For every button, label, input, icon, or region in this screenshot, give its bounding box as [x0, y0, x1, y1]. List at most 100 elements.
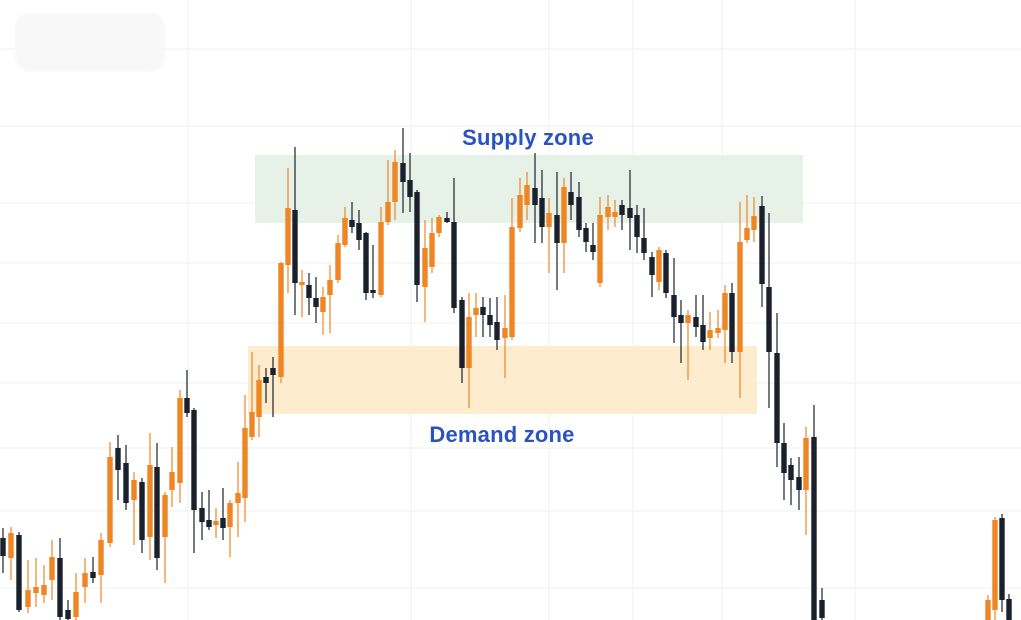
demand-zone-area	[248, 346, 757, 414]
candle-body	[737, 242, 743, 352]
candle-body	[546, 213, 552, 227]
candle-body	[473, 308, 479, 315]
candle-body	[641, 238, 647, 253]
candle-body	[363, 233, 369, 293]
candle-body	[459, 300, 465, 368]
candle-body	[49, 557, 55, 580]
candle-body	[422, 248, 428, 287]
candle-body	[8, 533, 14, 558]
candle-body	[597, 215, 603, 283]
candle-body	[819, 600, 825, 618]
demand-zone-label: Demand zone	[429, 422, 575, 447]
candle-body	[90, 572, 96, 578]
candle-body	[539, 198, 545, 227]
candle-body	[480, 307, 486, 315]
candle-body	[999, 518, 1005, 600]
candle-body	[370, 290, 376, 293]
candle-body	[494, 322, 500, 340]
candle-body	[356, 223, 362, 240]
candle-body	[33, 587, 39, 593]
watermark-logo-blur	[15, 13, 165, 71]
candle-body	[407, 180, 413, 197]
candle-body	[392, 162, 398, 202]
candle-body	[199, 508, 205, 522]
candle-body	[41, 585, 47, 595]
candle-body	[759, 206, 765, 284]
candle-body	[1006, 599, 1012, 620]
candle-body	[781, 443, 787, 473]
candle-body	[796, 477, 802, 490]
candle-body	[400, 163, 406, 182]
candle-body	[342, 218, 348, 245]
candle-body	[751, 216, 757, 230]
candle-body	[263, 377, 269, 383]
candle-body	[65, 610, 71, 619]
candle-body	[487, 315, 493, 325]
candle-body	[700, 325, 706, 342]
candle-body	[722, 293, 728, 330]
candle-body	[16, 535, 22, 610]
candle-body	[729, 293, 735, 352]
candle-body	[213, 521, 219, 525]
candle-body	[123, 463, 129, 503]
candle-body	[671, 295, 677, 317]
candle-body	[811, 437, 817, 620]
candle-body	[184, 398, 190, 413]
candle-body	[191, 410, 197, 510]
candle-body	[693, 317, 699, 327]
candle-body	[327, 280, 333, 295]
candle-body	[25, 590, 31, 607]
candle-body	[57, 558, 63, 617]
candle-body	[82, 573, 88, 587]
candle-body	[568, 192, 574, 205]
candle-body	[663, 253, 669, 293]
candle-body	[451, 222, 457, 308]
candle-body	[378, 222, 384, 295]
candle-body	[985, 600, 991, 620]
candle-body	[466, 317, 472, 368]
candle-body	[656, 250, 662, 282]
candle-body	[227, 503, 233, 527]
candle-body	[235, 493, 241, 503]
candle-body	[429, 233, 435, 267]
candle-body	[154, 467, 160, 558]
candle-body	[98, 540, 104, 575]
candle-body	[306, 285, 312, 298]
candle-body	[502, 328, 508, 338]
candle-body	[788, 465, 794, 480]
candle-body	[678, 315, 684, 323]
candle-body	[270, 368, 276, 375]
candle-body	[320, 297, 326, 312]
candle-body	[627, 208, 633, 218]
candle-body	[524, 185, 530, 205]
candle-body	[766, 287, 772, 352]
candle-body	[590, 245, 596, 252]
candle-body	[803, 438, 809, 490]
candle-body	[517, 195, 523, 228]
candle-body	[685, 315, 691, 323]
candle-body	[576, 197, 582, 230]
candle-body	[532, 188, 538, 205]
candle-body	[169, 472, 175, 490]
candle-body	[115, 448, 121, 470]
candle-body	[335, 243, 341, 280]
supply-zone-label: Supply zone	[462, 125, 594, 150]
candle-body	[249, 412, 255, 437]
candle-body	[619, 205, 625, 215]
candle-body	[554, 215, 560, 243]
candle-body	[649, 257, 655, 275]
candle-body	[605, 207, 611, 217]
candle-body	[131, 480, 137, 500]
candle-body	[162, 495, 168, 537]
candle-body	[139, 482, 145, 540]
candle-body	[707, 330, 713, 338]
candle-body	[73, 592, 79, 617]
candle-body	[299, 282, 305, 285]
candle-body	[206, 520, 212, 527]
candle-body	[385, 202, 391, 222]
candle-body	[436, 217, 442, 233]
candle-body	[0, 538, 6, 556]
candle-body	[220, 518, 226, 528]
